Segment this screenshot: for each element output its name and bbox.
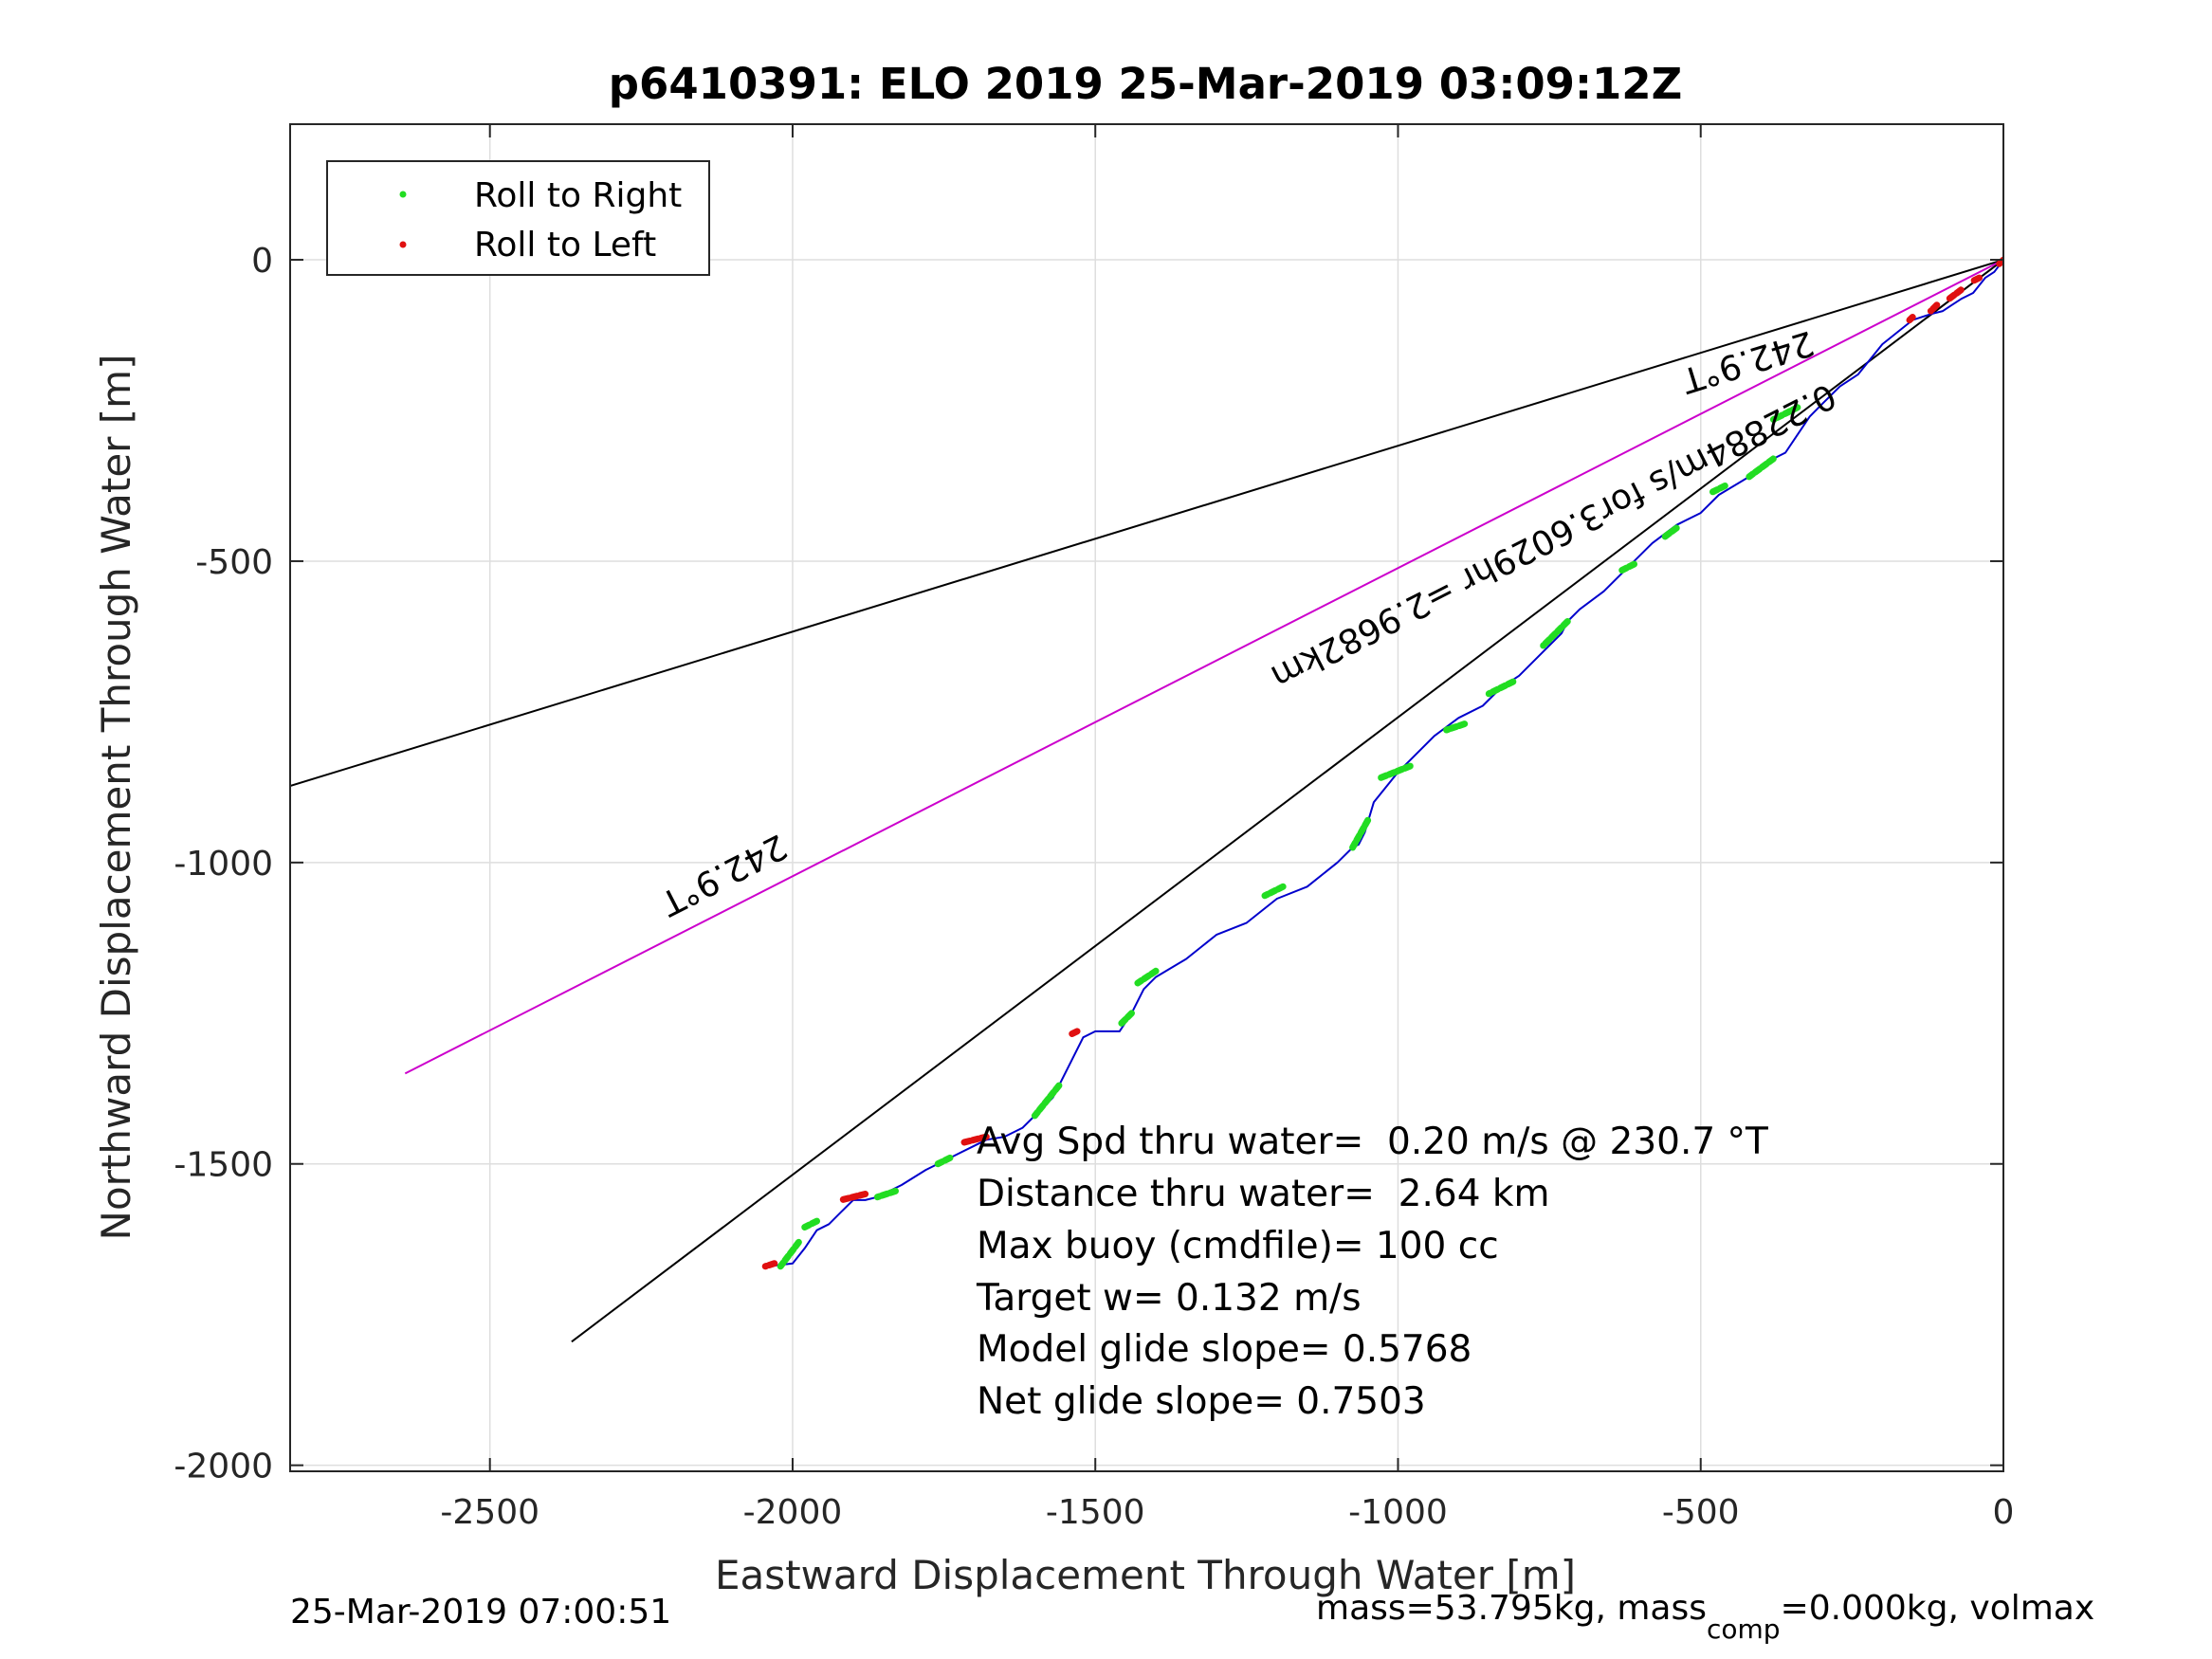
- roll-right-segment: [777, 1238, 802, 1270]
- legend-label-roll-left: Roll to Left: [474, 226, 656, 264]
- y-axis-label: Northward Displacement Through Water [m]: [93, 355, 139, 1241]
- plot-area: [290, 124, 2003, 1471]
- y-tick-label: -1000: [174, 845, 273, 884]
- roll-right-segment: [1134, 967, 1160, 987]
- reference-line-0: [290, 259, 2003, 788]
- stat-distance: Distance thru water= 2.64 km: [977, 1173, 1549, 1215]
- footer-mass-subscript: comp: [1707, 1613, 1781, 1645]
- footer-mass-part2: =0.000kg, volmax: [1781, 1589, 2095, 1628]
- roll-left-segment: [959, 1133, 990, 1146]
- roll-right-segment: [1376, 762, 1414, 782]
- stat-model-glide-slope: Model glide slope= 0.5768: [977, 1328, 1472, 1371]
- roll-right-segment: [1443, 720, 1469, 734]
- stat-max-buoy: Max buoy (cmdfile)= 100 cc: [977, 1225, 1499, 1267]
- data-layer: [290, 256, 2003, 1343]
- y-tick-label: -1500: [174, 1146, 273, 1185]
- y-tick-label: -500: [195, 543, 273, 582]
- roll-right-segment: [1349, 816, 1372, 851]
- footer-mass-info: mass=53.795kg, masscomp=0.000kg, volmax: [1316, 1589, 2094, 1645]
- x-tick-label: -1500: [1046, 1493, 1145, 1532]
- roll-right-segment: [1031, 1082, 1063, 1120]
- roll-right-segment: [1746, 455, 1777, 481]
- reference-line-1: [571, 259, 2003, 1343]
- roll-right-segment: [1261, 883, 1287, 900]
- x-tick-label: -2500: [440, 1493, 539, 1532]
- roll-left-segment: [1969, 274, 1983, 284]
- roll-right-segment: [1660, 524, 1680, 540]
- stat-net-glide-slope: Net glide slope= 0.7503: [977, 1380, 1426, 1423]
- roll-left-segment: [1994, 256, 2003, 269]
- legend: Roll to Right Roll to Left: [326, 160, 710, 276]
- stats-block: Avg Spd thru water= 0.20 m/s @ 230.7 °T …: [976, 1121, 1768, 1423]
- roll-right-segment: [1540, 618, 1571, 649]
- y-tick-label: -2000: [174, 1448, 273, 1486]
- legend-box: [326, 160, 710, 276]
- roll-right-segment: [1116, 1010, 1135, 1029]
- x-tick-label: 0: [1993, 1493, 2015, 1532]
- legend-marker-roll-left: [399, 241, 407, 248]
- roll-right-segment: [1769, 404, 1801, 423]
- roll-right-segment: [1618, 560, 1637, 574]
- roll-left-segment: [1068, 1028, 1081, 1038]
- x-axis-label: Eastward Displacement Through Water [m]: [715, 1552, 1576, 1598]
- stat-avg-speed: Avg Spd thru water= 0.20 m/s @ 230.7 °T: [977, 1121, 1768, 1163]
- axis-ticks: -2500 -2000 -1500 -1000 -500 0 0 -500 -1000 -1500…: [174, 124, 2014, 1532]
- roll-left-segment: [1946, 286, 1965, 302]
- stat-target-w: Target w= 0.132 m/s: [976, 1277, 1362, 1320]
- y-tick-label: 0: [251, 242, 273, 281]
- glider-track-line: [768, 259, 2003, 1267]
- roll-right-segment: [1709, 483, 1728, 496]
- roll-left-segment: [837, 1191, 869, 1204]
- grid-lines: [290, 124, 2004, 1471]
- footer-timestamp: 25-Mar-2019 07:00:51: [290, 1593, 671, 1632]
- roll-right-segment: [934, 1154, 954, 1168]
- roll-left-segment: [1906, 314, 1916, 324]
- reference-line-2: [404, 259, 2003, 1075]
- roll-left-segment: [761, 1260, 778, 1270]
- roll-right-segment: [873, 1187, 899, 1201]
- x-tick-label: -2000: [743, 1493, 843, 1532]
- x-tick-label: -1000: [1348, 1493, 1448, 1532]
- roll-right-segment: [1485, 678, 1517, 698]
- footer-mass-part1: mass=53.795kg, mass: [1316, 1589, 1707, 1628]
- roll-left-segment: [1927, 301, 1941, 315]
- legend-label-roll-right: Roll to Right: [474, 176, 682, 215]
- roll-right-segment: [801, 1217, 820, 1231]
- axes-box: [289, 123, 2004, 1472]
- legend-marker-roll-right: [399, 191, 407, 198]
- chart-title: p6410391: ELO 2019 25-Mar-2019 03:09:12Z: [609, 59, 1682, 109]
- x-tick-label: -500: [1662, 1493, 1740, 1532]
